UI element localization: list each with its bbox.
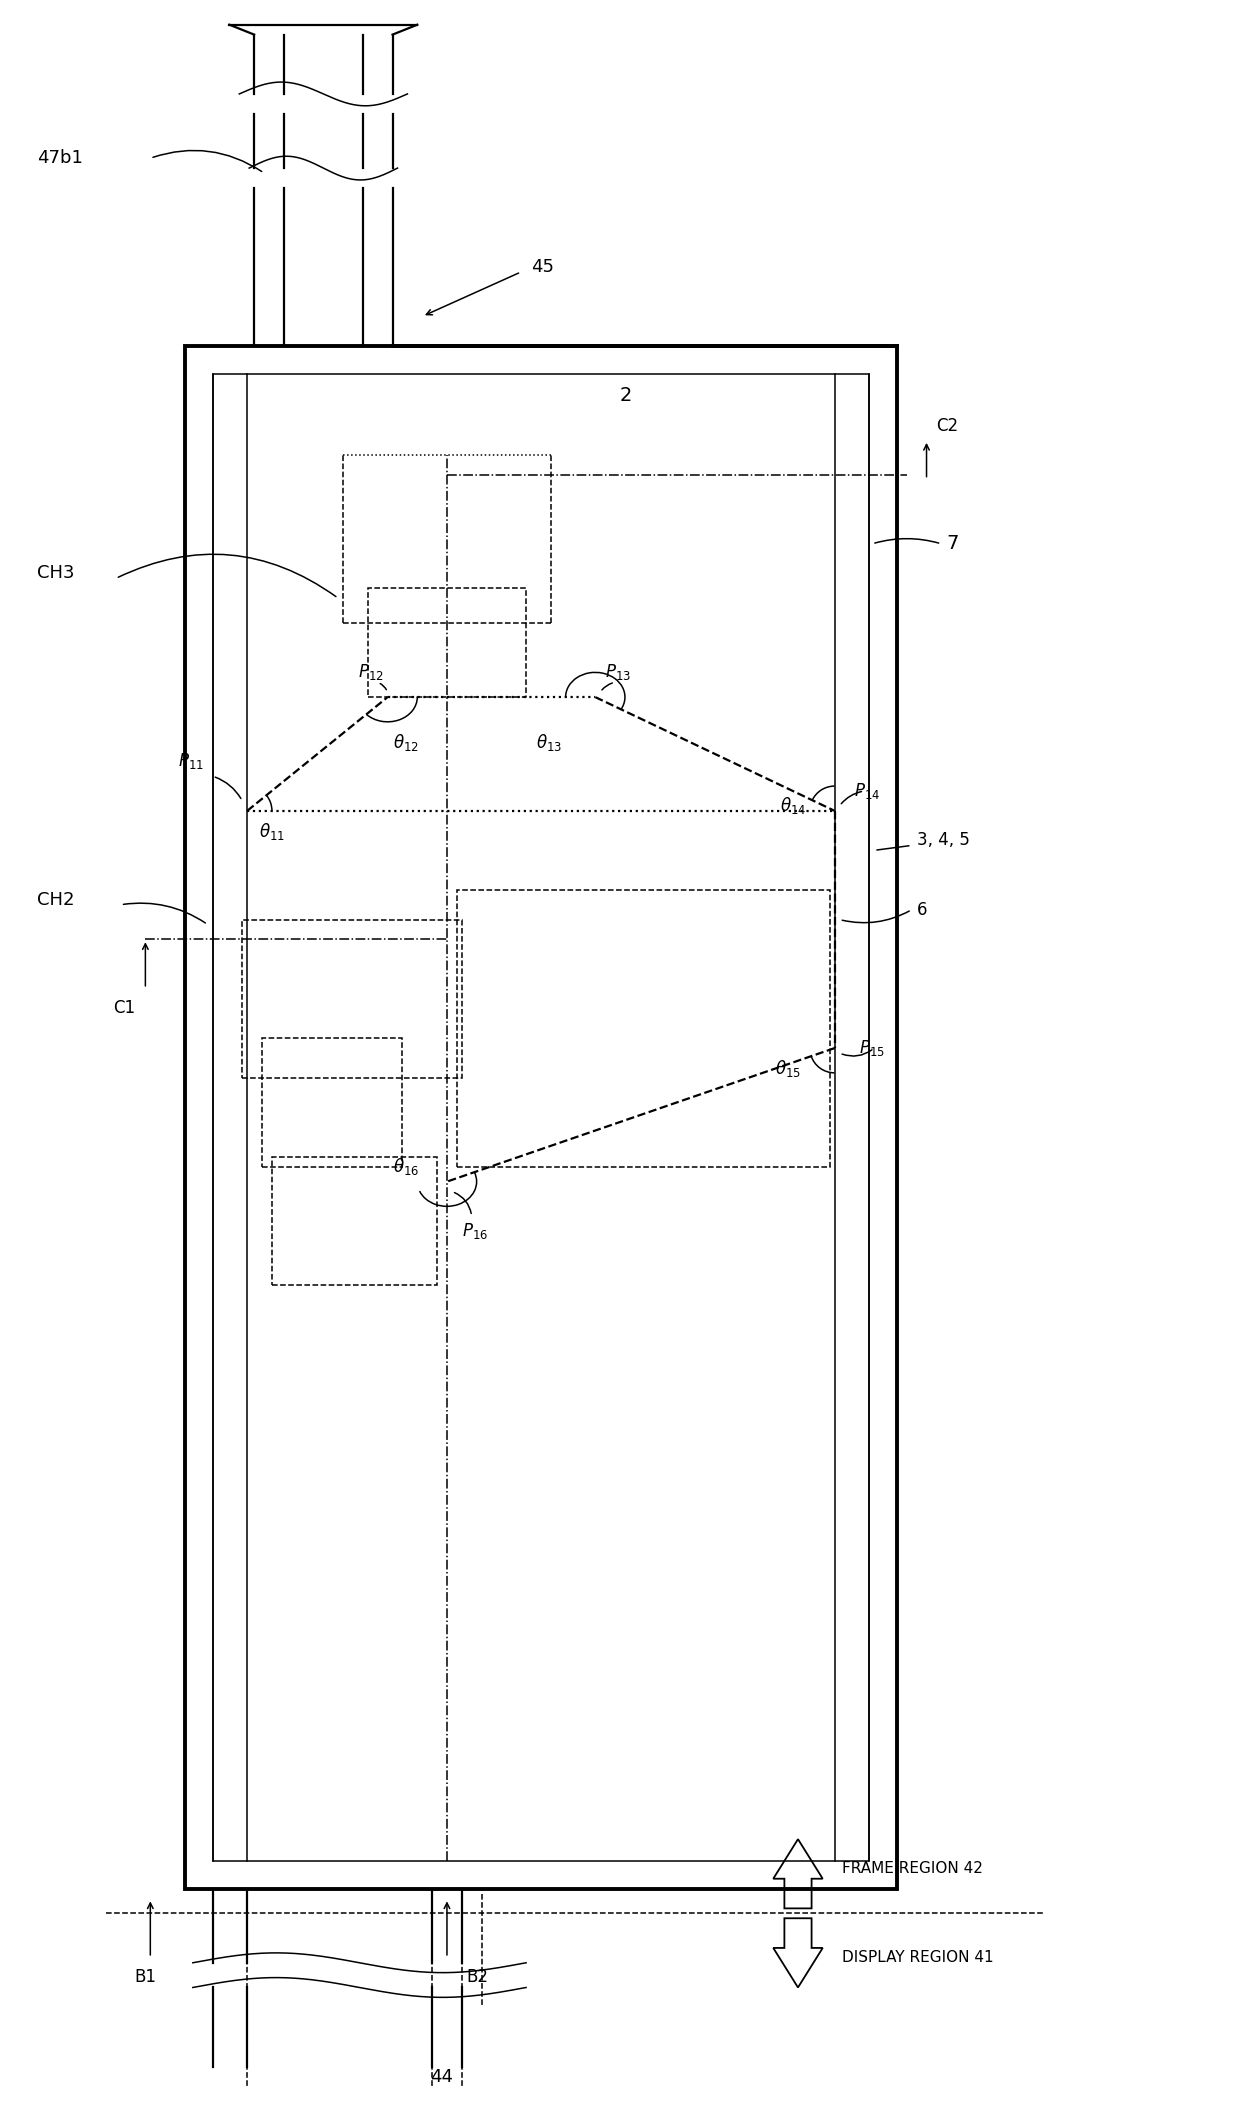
Bar <box>242 919 461 1078</box>
Text: DISPLAY REGION 41: DISPLAY REGION 41 <box>842 1951 994 1966</box>
Text: $P_{13}$: $P_{13}$ <box>605 663 631 682</box>
Text: $P_{14}$: $P_{14}$ <box>854 782 880 801</box>
Text: $P_{16}$: $P_{16}$ <box>461 1222 487 1241</box>
Bar <box>272 1156 436 1286</box>
FancyArrowPatch shape <box>842 1051 872 1057</box>
Text: 2: 2 <box>620 385 632 405</box>
Text: CH2: CH2 <box>37 892 74 909</box>
Text: $\theta_{16}$: $\theta_{16}$ <box>393 1156 419 1178</box>
Text: 6: 6 <box>916 900 928 919</box>
FancyArrowPatch shape <box>877 845 909 849</box>
Bar <box>185 345 897 1889</box>
Text: 7: 7 <box>946 534 959 553</box>
Text: $\theta_{11}$: $\theta_{11}$ <box>259 820 285 841</box>
Text: B2: B2 <box>466 1968 489 1987</box>
Text: FRAME REGION 42: FRAME REGION 42 <box>842 1862 983 1877</box>
FancyArrowPatch shape <box>841 792 862 803</box>
Text: 45: 45 <box>531 258 554 275</box>
FancyArrowPatch shape <box>455 1192 471 1214</box>
Bar <box>368 589 526 697</box>
FancyArrowPatch shape <box>153 150 262 172</box>
FancyArrowPatch shape <box>842 911 909 923</box>
FancyArrowPatch shape <box>118 555 336 597</box>
Text: $\theta_{15}$: $\theta_{15}$ <box>775 1059 801 1078</box>
Text: $\theta_{13}$: $\theta_{13}$ <box>536 731 562 752</box>
Text: CH3: CH3 <box>37 566 74 582</box>
FancyArrowPatch shape <box>381 684 387 690</box>
FancyArrowPatch shape <box>124 902 206 923</box>
Text: 3, 4, 5: 3, 4, 5 <box>916 832 970 849</box>
Text: 44: 44 <box>430 2069 454 2086</box>
FancyArrowPatch shape <box>216 777 241 798</box>
Text: $\theta_{12}$: $\theta_{12}$ <box>393 731 418 752</box>
Text: 47b1: 47b1 <box>37 148 83 167</box>
Text: B1: B1 <box>134 1968 156 1987</box>
Bar <box>262 1038 403 1167</box>
Text: $P_{11}$: $P_{11}$ <box>179 752 203 771</box>
Text: $\theta_{14}$: $\theta_{14}$ <box>780 796 806 815</box>
Bar <box>456 890 830 1167</box>
FancyArrowPatch shape <box>874 538 939 542</box>
Bar <box>212 373 869 1862</box>
FancyArrowPatch shape <box>601 682 613 690</box>
Text: $P_{15}$: $P_{15}$ <box>859 1038 885 1059</box>
Text: C1: C1 <box>113 1000 135 1017</box>
Text: $P_{12}$: $P_{12}$ <box>358 663 383 682</box>
Text: C2: C2 <box>936 417 959 434</box>
